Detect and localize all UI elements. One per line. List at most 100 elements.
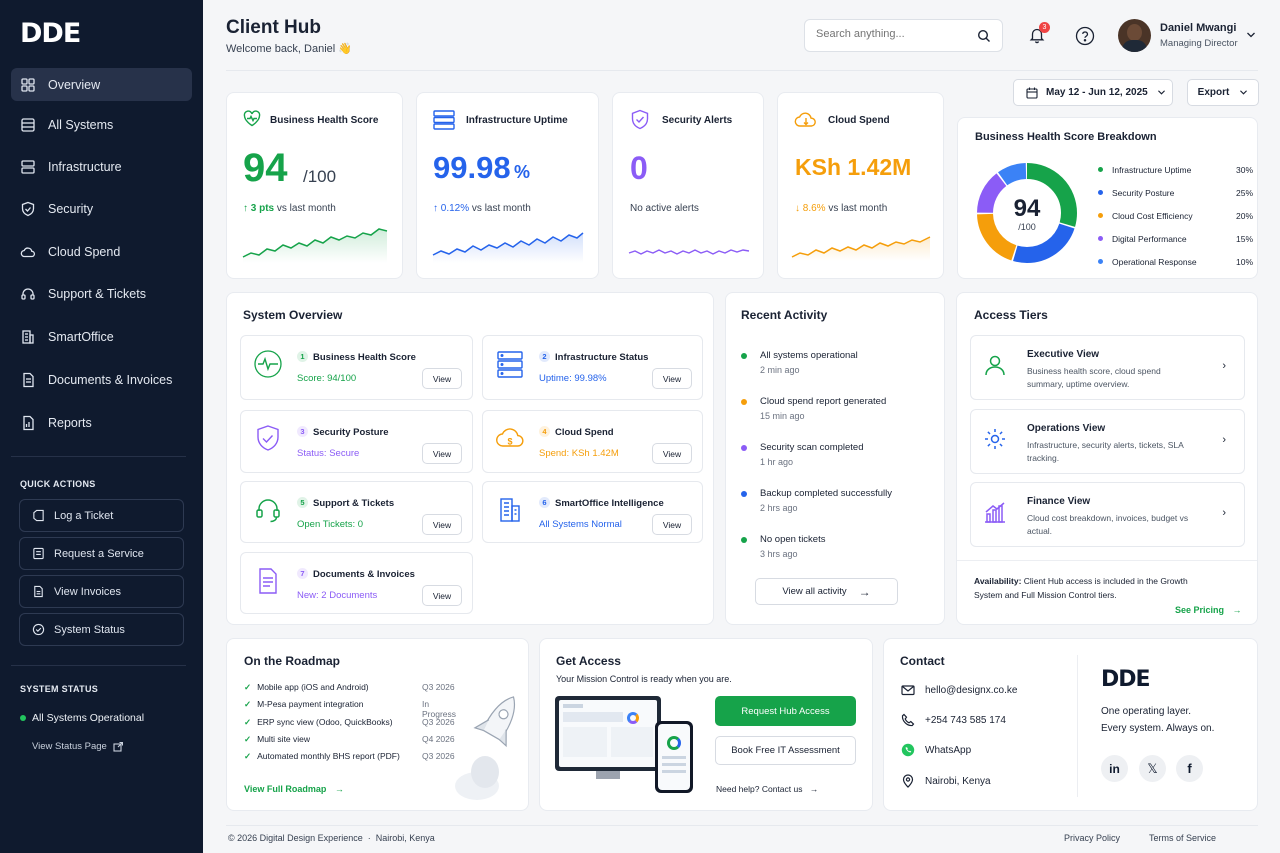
legend-dot: [1098, 190, 1103, 195]
user-icon: [985, 355, 1005, 376]
book-assessment-button[interactable]: Book Free IT Assessment: [715, 736, 856, 765]
system-tile: 3 Security Posture Status: Secure View: [240, 410, 473, 473]
availability-note: Availability: Client Hub access is inclu…: [974, 574, 1189, 602]
chevron-down-icon[interactable]: [1246, 31, 1256, 39]
view-button[interactable]: View: [422, 514, 462, 535]
legend-pct: 15%: [1235, 234, 1253, 244]
kpi-title: Security Alerts: [662, 115, 733, 126]
legend-pct: 25%: [1235, 188, 1253, 198]
donut-center-unit: /100: [1018, 222, 1036, 232]
system-tile-status: New: 2 Documents: [297, 590, 378, 601]
sidebar-item-documents[interactable]: Documents & Invoices: [11, 363, 192, 396]
contact-email[interactable]: hello@designx.co.ke: [901, 683, 1017, 697]
tier-executive[interactable]: Executive View Business health score, cl…: [970, 335, 1245, 400]
view-button[interactable]: View: [652, 368, 692, 389]
system-tile-status: Open Tickets: 0: [297, 519, 364, 530]
headset-icon: [256, 499, 280, 523]
kpi-delta-suffix: vs last month: [471, 203, 531, 214]
check-icon: ✓: [244, 682, 252, 692]
roadmap-label: M-Pesa payment integration: [257, 699, 364, 710]
tier-finance[interactable]: Finance View Cloud cost breakdown, invoi…: [970, 482, 1245, 547]
system-status-button[interactable]: System Status: [19, 613, 184, 646]
legend-label: Security Posture: [1112, 188, 1175, 198]
contact-phone[interactable]: +254 743 585 174: [901, 713, 1006, 727]
whatsapp-icon: [901, 743, 915, 757]
breakdown-title: Business Health Score Breakdown: [975, 131, 1157, 143]
arrow-right-icon: →: [858, 584, 871, 599]
system-tile-title: 2 Infrastructure Status: [539, 351, 648, 363]
search-icon[interactable]: [977, 29, 991, 43]
system-tile: 7 Documents & Invoices New: 2 Documents Vie…: [240, 552, 473, 614]
arrow-right-icon: →: [334, 784, 344, 794]
kpi-card-uptime[interactable]: Infrastructure Uptime 99.98 % ↑ 0.12% vs…: [416, 92, 599, 279]
contact-us-link[interactable]: Need help? Contact us →: [716, 784, 818, 794]
roadmap-when: In Progress: [422, 699, 457, 720]
legend-label: Digital Performance: [1112, 234, 1187, 244]
sidebar-item-infrastructure[interactable]: Infrastructure: [11, 150, 192, 183]
uptime-sparkline: [432, 232, 584, 263]
chevron-right-icon: ›: [1222, 360, 1226, 372]
avatar[interactable]: [1118, 19, 1151, 52]
check-icon: ✓: [244, 733, 252, 744]
system-status-text: All Systems Operational: [32, 712, 145, 724]
view-button[interactable]: View: [652, 514, 692, 535]
chevron-right-icon: ›: [1222, 434, 1226, 446]
shield-check-icon: [631, 109, 649, 130]
linkedin-icon[interactable]: in: [1101, 755, 1128, 782]
system-overview-card: System Overview 1 Business Health Score Sc…: [226, 292, 714, 625]
view-all-activity-button[interactable]: View all activity →: [755, 578, 898, 605]
date-range-label: May 12 - Jun 12, 2025: [1046, 87, 1148, 98]
external-link-icon: [113, 741, 123, 752]
log-ticket-button[interactable]: Log a Ticket: [19, 499, 184, 532]
sidebar-item-cloud-spend[interactable]: Cloud Spend: [11, 235, 192, 268]
roadmap-when: Q3 2026: [422, 751, 455, 762]
view-status-page-link[interactable]: View Status Page: [32, 741, 123, 752]
sidebar-item-security[interactable]: Security: [11, 192, 192, 225]
kpi-note: No active alerts: [630, 203, 699, 214]
sidebar-item-smartoffice[interactable]: SmartOffice: [11, 320, 192, 353]
sidebar-item-reports[interactable]: Reports: [11, 406, 192, 439]
header-divider: [226, 70, 1258, 71]
system-status-heading: SYSTEM STATUS: [20, 684, 99, 694]
server-icon: [497, 351, 523, 378]
x-icon[interactable]: 𝕏: [1139, 755, 1166, 782]
facebook-icon[interactable]: f: [1176, 755, 1203, 782]
view-button[interactable]: View: [422, 443, 462, 464]
request-hub-access-button[interactable]: Request Hub Access: [715, 696, 856, 726]
see-pricing-link[interactable]: See Pricing →: [1175, 605, 1242, 615]
system-tile: 6 SmartOffice Intelligence All Systems Nor…: [482, 481, 703, 543]
sidebar-item-support[interactable]: Support & Tickets: [11, 277, 192, 310]
view-button[interactable]: View: [422, 585, 462, 606]
system-tile-label: Infrastructure Status: [555, 352, 649, 363]
legend-pct: 30%: [1235, 165, 1253, 175]
search-input[interactable]: [816, 28, 966, 40]
sidebar: DDE Overview All Systems Infrastructure …: [0, 0, 203, 853]
tier-operations[interactable]: Operations View Infrastructure, security…: [970, 409, 1245, 474]
sidebar-item-all-systems[interactable]: All Systems: [11, 108, 192, 141]
kpi-card-alerts[interactable]: Security Alerts 0 No active alerts: [612, 92, 764, 279]
help-icon[interactable]: [1075, 26, 1095, 46]
system-tile: 1 Business Health Score Score: 94/100 View: [240, 335, 473, 400]
terms-link[interactable]: Terms of Service: [1149, 833, 1217, 843]
tier-desc: Infrastructure, security alerts, tickets…: [1027, 440, 1184, 463]
view-invoices-button[interactable]: View Invoices: [19, 575, 184, 608]
kpi-card-health[interactable]: Business Health Score 94 /100 ↑ 3 pts vs…: [226, 92, 403, 279]
privacy-policy-link[interactable]: Privacy Policy: [1064, 833, 1121, 843]
sidebar-item-overview[interactable]: Overview: [11, 68, 192, 101]
kpi-unit: %: [514, 162, 531, 182]
kpi-card-spend[interactable]: Cloud Spend KSh 1.42M ↓ 8.6% vs last mon…: [777, 92, 944, 279]
system-tile-number: 5: [297, 497, 308, 508]
contact-whatsapp[interactable]: WhatsApp: [901, 743, 971, 757]
footer-divider: [226, 825, 1258, 826]
view-full-roadmap-link[interactable]: View Full Roadmap →: [244, 784, 344, 794]
legend-dot: [1098, 236, 1103, 241]
view-button[interactable]: View: [422, 368, 462, 389]
notifications-button[interactable]: 3: [1028, 22, 1050, 46]
date-range-picker[interactable]: May 12 - Jun 12, 2025: [1013, 79, 1173, 106]
request-service-button[interactable]: Request a Service: [19, 537, 184, 570]
breakdown-donut: [977, 163, 1077, 263]
export-button[interactable]: Export: [1187, 79, 1259, 106]
check-circle-icon: [32, 623, 45, 636]
system-tile-number: 2: [539, 351, 550, 362]
view-button[interactable]: View: [652, 443, 692, 464]
